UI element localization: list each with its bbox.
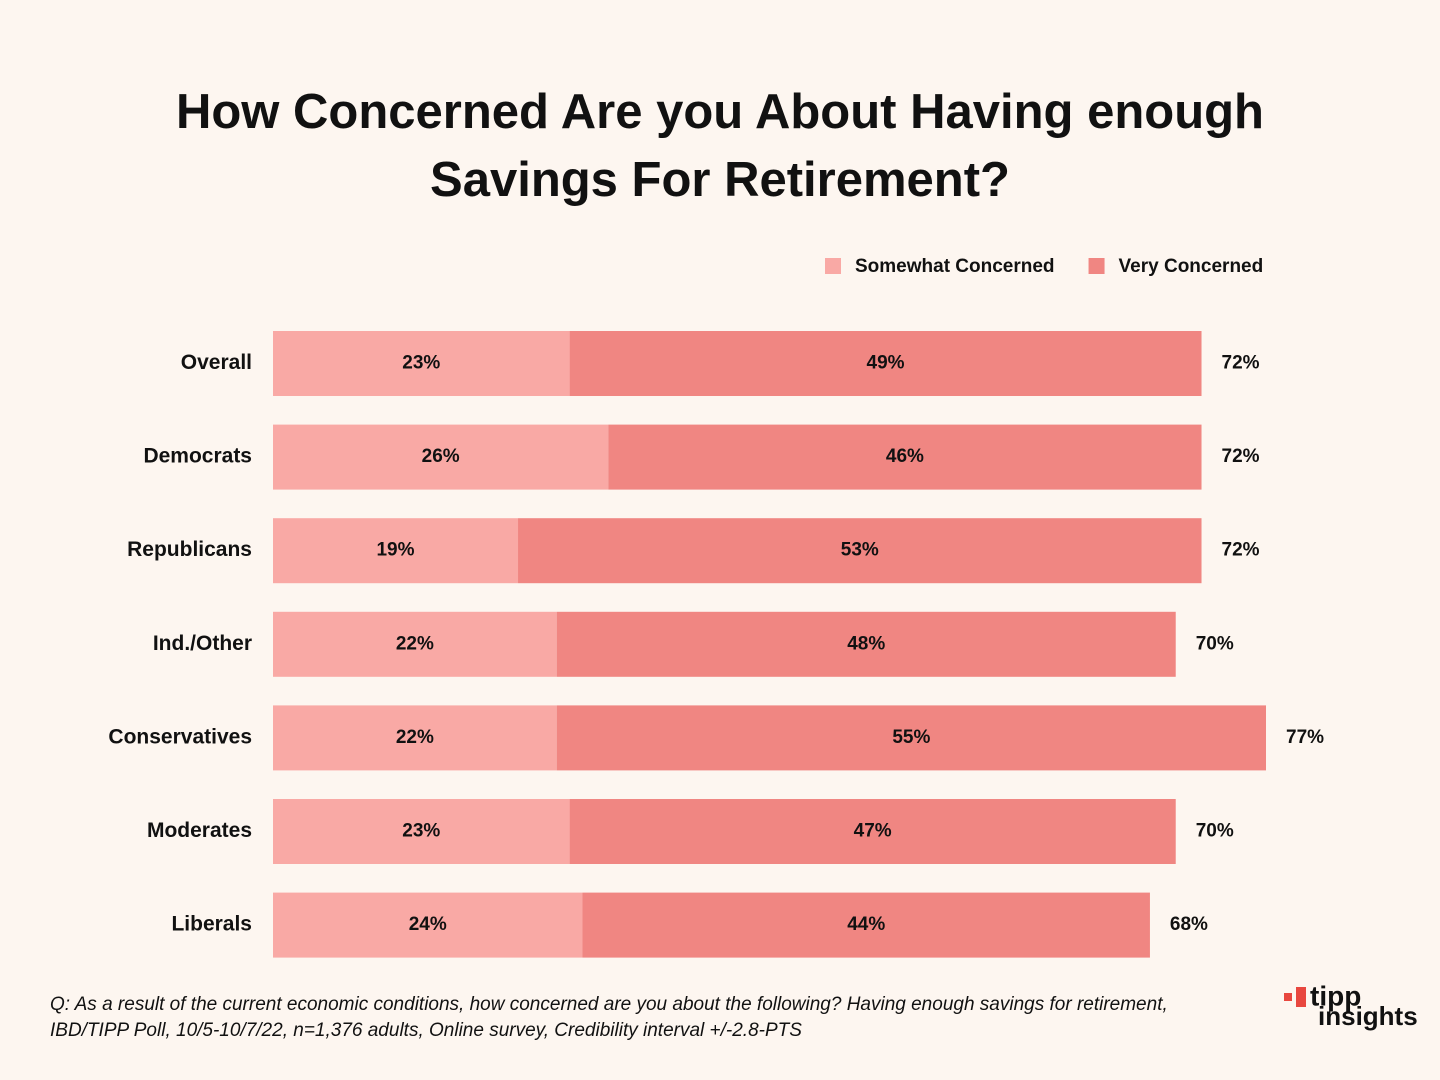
value-label: 53% (841, 540, 879, 561)
bar-segment (569, 331, 1202, 396)
total-label: 77% (1286, 727, 1324, 748)
total-label: 70% (1196, 821, 1234, 842)
bar-segment (273, 424, 609, 490)
total-label: 70% (1196, 633, 1234, 654)
value-label: 48% (847, 633, 885, 654)
value-label: 26% (422, 446, 460, 467)
legend-label: Very Concerned (1119, 256, 1264, 277)
legend-swatch (825, 258, 841, 274)
value-label: 22% (396, 633, 434, 654)
value-label: 22% (396, 727, 434, 748)
value-label: 19% (376, 540, 414, 561)
y-tick-label: Overall (181, 351, 252, 374)
y-tick-label: Conservatives (108, 725, 252, 748)
y-tick-label: Ind./Other (153, 632, 252, 655)
footnote: Q: As a result of the current economic c… (50, 994, 1168, 1041)
total-label: 72% (1222, 446, 1260, 467)
logo-text: tipp (1310, 980, 1361, 1011)
legend-swatch (1088, 258, 1105, 274)
bar-segment (273, 892, 583, 958)
bar-segment (582, 892, 1150, 958)
bar-segment (556, 705, 1266, 771)
value-label: 23% (402, 353, 440, 374)
bar-segment (569, 799, 1176, 864)
value-label: 55% (892, 727, 930, 748)
bar-segment (518, 518, 1202, 584)
y-tick-label: Liberals (171, 913, 252, 936)
y-tick-label: Republicans (127, 538, 252, 561)
logo-icon (1296, 987, 1306, 1007)
y-tick-label: Democrats (143, 445, 252, 468)
value-label: 47% (854, 821, 892, 842)
bar-segment (273, 705, 557, 771)
bar-segment (608, 424, 1202, 490)
bar-segment (556, 611, 1176, 677)
logo-text: insights (1318, 1001, 1418, 1031)
legend-label: Somewhat Concerned (855, 256, 1055, 277)
value-label: 46% (886, 446, 924, 467)
logo-icon (1284, 993, 1292, 1001)
value-label: 49% (867, 353, 905, 374)
bar-segment (273, 331, 570, 396)
chart-title: How Concerned Are you About Having enoug… (175, 85, 1264, 207)
bar-segment (273, 799, 570, 864)
total-label: 68% (1170, 914, 1208, 935)
total-label: 72% (1222, 353, 1260, 374)
value-label: 24% (409, 914, 447, 935)
y-tick-label: Moderates (147, 819, 252, 842)
total-label: 72% (1222, 540, 1260, 561)
value-label: 23% (402, 821, 440, 842)
value-label: 44% (847, 914, 885, 935)
bar-segment (273, 611, 557, 677)
bar-segment (273, 518, 519, 584)
